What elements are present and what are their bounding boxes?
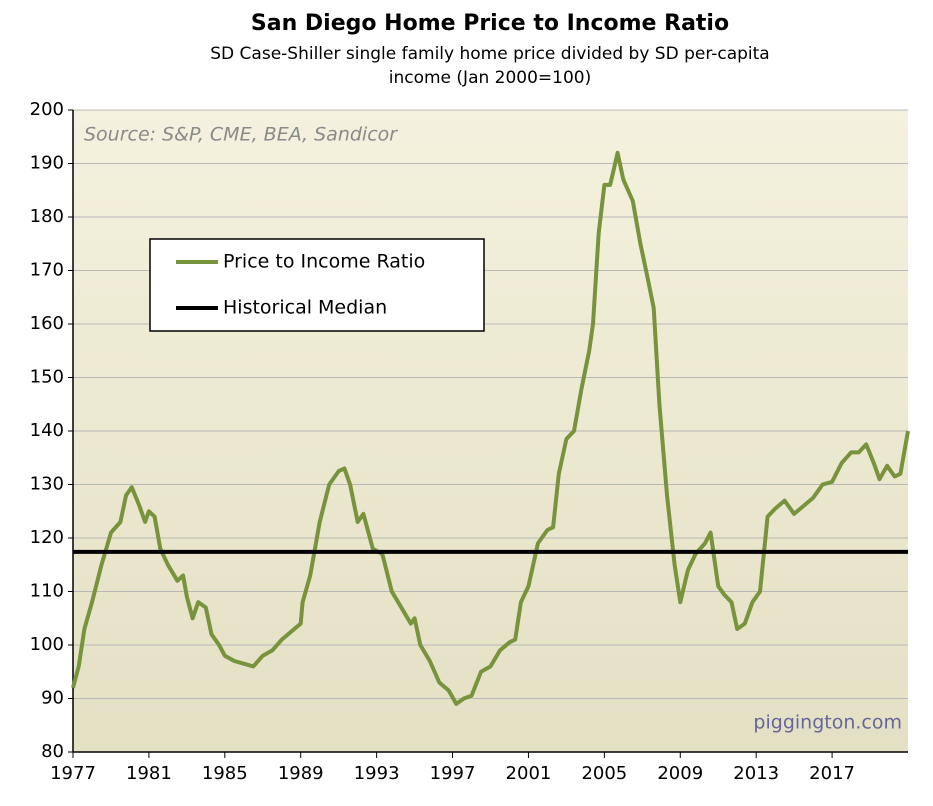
x-tick-label: 2009 — [657, 763, 703, 784]
series-line — [71, 150, 910, 706]
y-tick-label: 170 — [30, 260, 64, 281]
y-tick-label: 110 — [30, 581, 64, 602]
x-tick-label: 1977 — [50, 763, 96, 784]
y-tick-label: 80 — [41, 741, 64, 762]
x-tick-label: 1989 — [278, 763, 324, 784]
y-tick-label: 130 — [30, 474, 64, 495]
x-tick-label: 1993 — [354, 763, 400, 784]
chart-subtitle: SD Case-Shiller single family home price… — [210, 44, 769, 64]
x-tick-label: 1997 — [430, 763, 476, 784]
x-tick-label: 2017 — [809, 763, 855, 784]
y-tick-label: 150 — [30, 367, 64, 388]
y-tick-label: 190 — [30, 153, 64, 174]
y-tick-label: 160 — [30, 313, 64, 334]
x-tick-label: 2001 — [506, 763, 552, 784]
y-tick-label: 120 — [30, 527, 64, 548]
x-tick-label: 2005 — [581, 763, 627, 784]
y-tick-label: 90 — [41, 688, 64, 709]
x-tick-label: 1985 — [202, 763, 248, 784]
legend-label: Price to Income Ratio — [223, 251, 425, 273]
legend-box — [149, 238, 485, 332]
legend-label: Historical Median — [223, 297, 387, 319]
y-tick-label: 200 — [30, 99, 64, 120]
y-tick-label: 100 — [30, 634, 64, 655]
watermark: piggington.com — [753, 712, 902, 734]
chart-subtitle: income (Jan 2000=100) — [389, 68, 592, 88]
y-tick-label: 140 — [30, 420, 64, 441]
source-note: Source: S&P, CME, BEA, Sandicor — [84, 124, 398, 146]
y-tick-label: 180 — [30, 206, 64, 227]
x-tick-label: 2013 — [733, 763, 779, 784]
x-tick-label: 1981 — [126, 763, 172, 784]
chart-title: San Diego Home Price to Income Ratio — [251, 11, 729, 36]
